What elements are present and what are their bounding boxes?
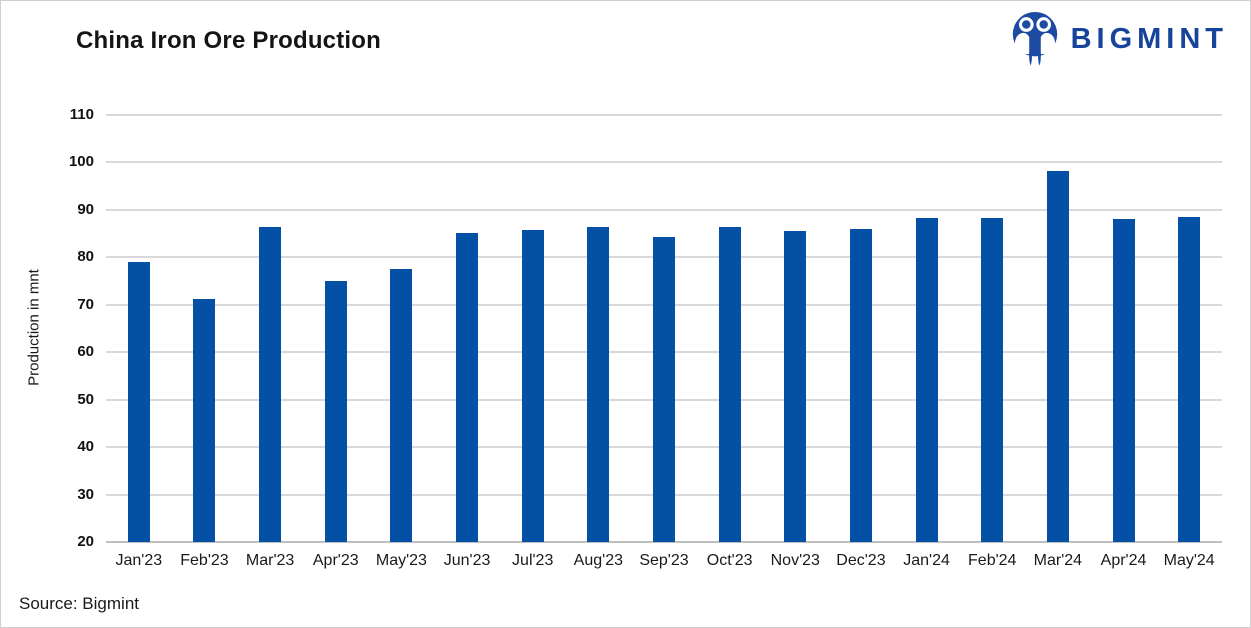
bar-Feb23 (193, 298, 216, 542)
bar-Jun23 (456, 232, 479, 542)
bar-Aug23 (587, 226, 610, 542)
source-note: Source: Bigmint (19, 594, 139, 613)
x-tick-label-Jan24: Jan'24 (903, 552, 950, 569)
y-tick-label-70: 70 (77, 295, 94, 313)
x-tick-label-Apr24: Apr'24 (1100, 552, 1147, 569)
x-tick-label-Feb23: Feb'23 (180, 552, 229, 569)
x-tick-label-Mar23: Mar'23 (245, 552, 295, 569)
x-tick-label-Dec23: Dec'23 (836, 552, 886, 569)
x-tick-label-Oct23: Oct'23 (706, 552, 753, 569)
bar-May24 (1178, 216, 1201, 542)
bar-Apr24 (1112, 219, 1135, 542)
bigmint-logo-icon (1012, 11, 1057, 66)
bar-Dec23 (849, 228, 872, 542)
x-tick-label-Apr23: Apr'23 (312, 552, 359, 569)
gridline-90 (106, 208, 1222, 211)
x-tick-label-Nov23: Nov'23 (770, 552, 820, 569)
bar-Feb24 (981, 218, 1004, 542)
y-tick-label-30: 30 (77, 485, 94, 503)
gridline-100 (106, 161, 1222, 164)
chart-title: China Iron Ore Production (76, 27, 382, 54)
gridline-20 (106, 541, 1222, 543)
y-axis-title: Production in mnt (25, 269, 43, 386)
bar-Oct23 (718, 226, 741, 542)
y-tick-label-40: 40 (77, 438, 94, 456)
brand-wordmark: BIGMINT (1070, 22, 1228, 55)
gridline-110 (106, 114, 1222, 116)
y-tick-label-100: 100 (68, 153, 94, 171)
y-tick-label-90: 90 (77, 200, 94, 218)
bar-Jul23 (521, 229, 544, 542)
x-tick-label-Sep23: Sep'23 (639, 552, 689, 569)
bar-May23 (390, 269, 413, 542)
y-tick-label-50: 50 (77, 390, 94, 408)
y-tick-label-80: 80 (77, 248, 94, 266)
x-tick-label-May24: May'24 (1163, 552, 1215, 569)
y-tick-label-20: 20 (77, 533, 94, 550)
y-tick-label-60: 60 (77, 343, 94, 361)
plot-area (106, 114, 1222, 543)
x-tick-label-Jun23: Jun'23 (443, 552, 491, 569)
x-tick-label-Jul23: Jul'23 (512, 552, 554, 569)
x-tick-label-May23: May'23 (375, 552, 427, 569)
bar-Sep23 (653, 236, 675, 542)
bar-Nov23 (784, 230, 807, 542)
bar-Apr23 (324, 281, 347, 542)
bar-Mar24 (1046, 170, 1069, 542)
bar-Jan23 (127, 262, 150, 542)
bar-Jan24 (915, 218, 938, 542)
brand-logo: BIGMINT (1009, 11, 1228, 67)
x-tick-label-Jan23: Jan'23 (115, 552, 163, 569)
bar-Mar23 (259, 227, 282, 542)
x-tick-label-Feb24: Feb'24 (968, 552, 1017, 569)
y-tick-label-110: 110 (69, 106, 94, 123)
x-tick-label-Aug23: Aug'23 (573, 552, 623, 569)
x-tick-label-Mar24: Mar'24 (1033, 552, 1083, 569)
